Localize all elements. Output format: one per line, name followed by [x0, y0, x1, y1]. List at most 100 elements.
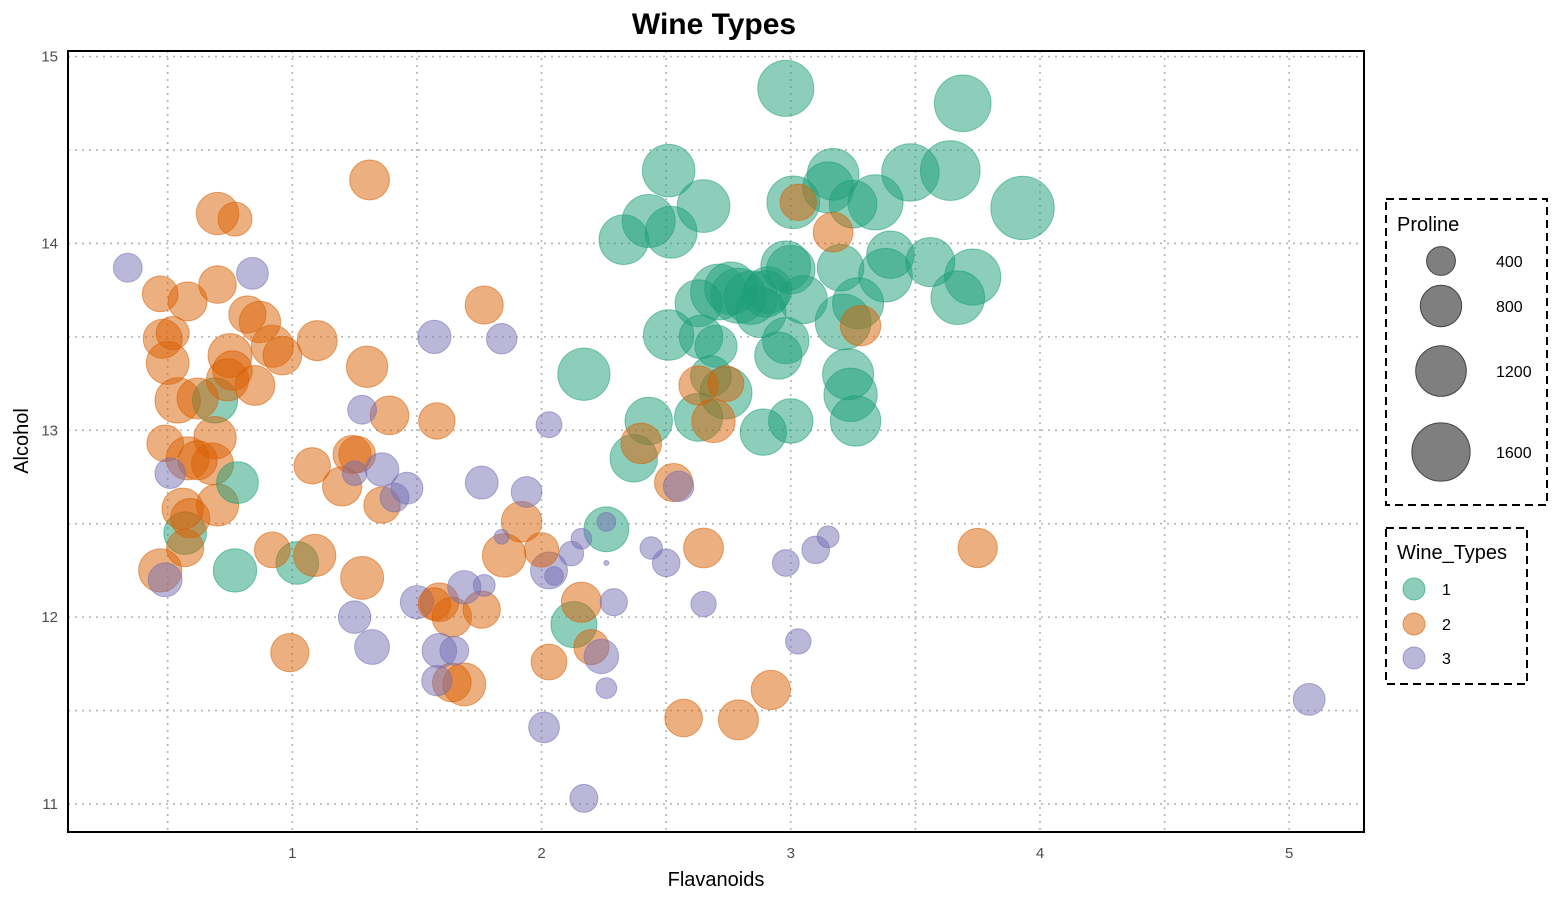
size-legend-label: 1200 — [1496, 364, 1532, 381]
data-point-type-2 — [812, 211, 854, 253]
data-point-type-2 — [779, 183, 817, 222]
x-tick-label: 2 — [537, 845, 545, 862]
data-point-type-3 — [421, 664, 453, 697]
size-legend-title: Proline — [1397, 214, 1459, 236]
data-point-type-3 — [785, 628, 812, 655]
data-point-type-3 — [472, 573, 496, 597]
data-point-type-1 — [212, 548, 258, 593]
data-point-type-2 — [262, 335, 303, 376]
data-point-type-3 — [493, 528, 510, 545]
data-point-type-3 — [544, 566, 564, 586]
color-legend-label: 1 — [1442, 582, 1451, 599]
data-point-type-3 — [485, 323, 518, 355]
size-legend: Proline 400 800 1200 1600 — [1385, 198, 1548, 506]
data-point-type-1 — [768, 398, 814, 444]
data-point-type-3 — [771, 549, 800, 577]
data-point-type-2 — [176, 377, 219, 420]
data-point-type-1 — [641, 143, 696, 198]
y-tick-label: 11 — [42, 796, 58, 813]
data-point-type-3 — [439, 635, 470, 666]
data-point-type-2 — [664, 698, 703, 738]
data-point-type-2 — [228, 295, 267, 334]
data-point-type-2 — [750, 669, 791, 711]
size-legend-key — [1411, 422, 1471, 482]
plot-area — [67, 50, 1365, 833]
data-point-type-2 — [345, 345, 389, 388]
color-legend-key — [1402, 577, 1426, 601]
color-legend-box — [1385, 527, 1528, 685]
data-point-type-1 — [933, 74, 992, 133]
x-tick-label: 4 — [1036, 845, 1044, 862]
data-point-type-3 — [112, 252, 143, 283]
data-point-type-3 — [596, 511, 617, 532]
data-point-type-3 — [236, 256, 269, 290]
data-point-type-3 — [570, 527, 593, 550]
data-point-type-1 — [598, 214, 650, 265]
data-point-type-2 — [217, 201, 253, 237]
plot-border — [67, 50, 1365, 833]
data-point-type-1 — [762, 316, 810, 365]
y-tick-label: 13 — [41, 422, 58, 439]
data-point-type-2 — [620, 422, 663, 465]
size-legend-key — [1426, 246, 1456, 276]
data-point-type-3 — [154, 457, 186, 489]
data-point-type-3 — [147, 562, 183, 598]
data-point-type-2 — [523, 532, 560, 568]
color-legend-key — [1402, 612, 1426, 636]
data-point-type-2 — [464, 285, 504, 325]
size-legend-key — [1415, 345, 1467, 397]
data-point-type-2 — [683, 527, 724, 569]
data-point-type-3 — [464, 465, 499, 500]
x-tick-label: 5 — [1285, 845, 1293, 862]
data-point-type-3 — [528, 711, 560, 744]
data-point-type-3 — [1292, 682, 1326, 716]
y-tick-label: 12 — [41, 609, 58, 626]
data-point-type-3 — [347, 394, 378, 425]
data-point-type-2 — [270, 633, 310, 673]
data-point-type-3 — [417, 319, 452, 354]
grid — [68, 51, 1364, 832]
data-point-type-3 — [595, 677, 618, 699]
data-point-type-2 — [141, 275, 179, 313]
data-point-type-2 — [691, 398, 736, 444]
size-legend-label: 400 — [1496, 254, 1523, 271]
data-point-type-2 — [146, 424, 185, 463]
data-point-type-2 — [369, 395, 410, 436]
color-legend-entries: 1 2 3 — [1402, 577, 1451, 670]
data-point-type-1 — [216, 461, 259, 504]
data-point-type-3 — [510, 476, 543, 508]
data-point-type-2 — [296, 320, 338, 362]
data-point-type-1 — [990, 175, 1055, 241]
y-axis-label: Alcohol — [11, 408, 33, 474]
x-axis-label: Flavanoids — [668, 869, 765, 891]
data-point-type-1 — [557, 347, 611, 401]
x-tick-label: 1 — [288, 845, 296, 862]
y-tick-label: 15 — [41, 49, 58, 66]
data-point-type-3 — [816, 525, 840, 549]
color-legend-key — [1402, 646, 1426, 670]
data-point-type-3 — [603, 559, 610, 566]
data-point-type-3 — [599, 588, 628, 617]
data-point-type-2 — [340, 555, 385, 600]
data-point-type-3 — [583, 638, 620, 675]
data-point-type-2 — [957, 527, 998, 569]
data-point-type-2 — [293, 447, 331, 485]
data-point-type-1 — [829, 395, 882, 447]
color-legend-label: 2 — [1442, 617, 1451, 634]
data-point-type-3 — [354, 629, 390, 665]
data-point-type-3 — [690, 590, 717, 618]
chart-title: Wine Types — [632, 8, 796, 41]
data-point-type-3 — [379, 482, 410, 513]
data-point-type-3 — [341, 460, 368, 486]
data-point-type-2 — [293, 533, 337, 578]
x-axis-ticks: 1 2 3 4 5 — [288, 845, 1293, 862]
data-point-type-1 — [930, 270, 986, 325]
data-point-type-3 — [337, 600, 372, 634]
y-tick-label: 14 — [41, 235, 58, 252]
data-point-type-2 — [418, 402, 456, 440]
data-point-type-2 — [707, 365, 745, 402]
data-point-type-2 — [212, 350, 253, 391]
data-point-type-2 — [839, 304, 882, 347]
y-axis-ticks: 11 12 13 14 15 — [41, 49, 58, 813]
